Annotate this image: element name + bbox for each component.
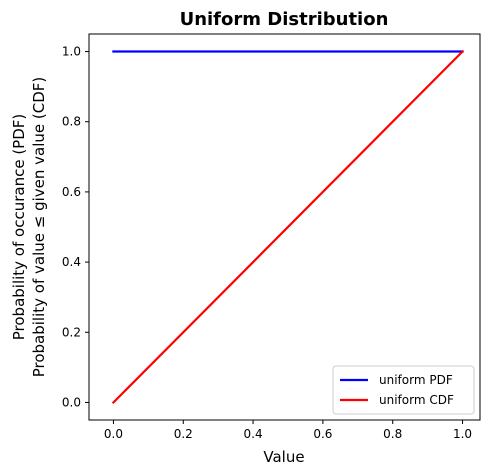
x-tick-label: 0.8 [383, 427, 402, 441]
series-layer [111, 49, 465, 405]
y-axis-label-cdf: Probability of value ≤ given value (CDF) [30, 77, 48, 378]
x-tick-label: 0.4 [244, 427, 263, 441]
y-tick-label: 0.8 [62, 115, 81, 129]
x-tick-label: 0.2 [174, 427, 193, 441]
y-tick-label: 0.2 [62, 325, 81, 339]
plot-frame [88, 33, 481, 421]
chart-title: Uniform Distribution [180, 9, 389, 30]
y-axis-ticks: 0.0 0.2 0.4 0.6 0.8 1.0 [62, 45, 89, 409]
legend-box [332, 365, 475, 415]
legend-label-pdf: uniform PDF [379, 373, 453, 387]
y-tick-label: 0.4 [62, 255, 81, 269]
legend: uniform PDF uniform CDF [332, 365, 475, 415]
y-tick-label: 0.0 [62, 395, 81, 409]
x-tick-label: 0.6 [313, 427, 332, 441]
x-tick-label: 0.0 [104, 427, 123, 441]
x-tick-label: 1.0 [453, 427, 472, 441]
series-line-uniform-cdf [111, 49, 465, 405]
legend-label-cdf: uniform CDF [379, 393, 454, 407]
y-tick-label: 0.6 [62, 185, 81, 199]
x-axis-ticks: 0.0 0.2 0.4 0.6 0.8 1.0 [104, 420, 472, 441]
y-axis-label-pdf: Probability of occurance (PDF) [10, 114, 28, 341]
x-axis-label: Value [263, 448, 304, 466]
y-tick-label: 1.0 [62, 45, 81, 59]
